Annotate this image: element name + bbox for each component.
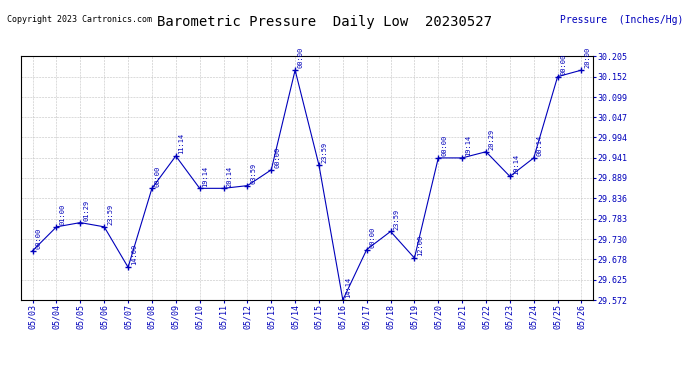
Text: 00:00: 00:00 [35, 228, 41, 249]
Text: 20:00: 20:00 [584, 47, 590, 68]
Text: 20:14: 20:14 [226, 165, 233, 186]
Text: Barometric Pressure  Daily Low  20230527: Barometric Pressure Daily Low 20230527 [157, 15, 492, 29]
Text: 23:59: 23:59 [322, 142, 328, 164]
Text: 11:14: 11:14 [179, 133, 185, 154]
Text: 19:14: 19:14 [513, 153, 519, 175]
Text: 23:59: 23:59 [107, 204, 113, 225]
Text: 01:00: 01:00 [59, 204, 66, 225]
Text: 00:00: 00:00 [274, 147, 280, 168]
Text: 03:59: 03:59 [250, 163, 256, 184]
Text: 12:00: 12:00 [417, 235, 423, 256]
Text: 19:14: 19:14 [202, 165, 208, 186]
Text: 00:00: 00:00 [298, 47, 304, 68]
Text: Pressure  (Inches/Hg): Pressure (Inches/Hg) [560, 15, 683, 25]
Text: 14:00: 14:00 [131, 244, 137, 266]
Text: 23:59: 23:59 [393, 209, 400, 230]
Text: 14:14: 14:14 [346, 277, 352, 298]
Text: 00:00: 00:00 [155, 165, 161, 186]
Text: 19:14: 19:14 [465, 135, 471, 156]
Text: 20:29: 20:29 [489, 129, 495, 150]
Text: 00:00: 00:00 [441, 135, 447, 156]
Text: 00:00: 00:00 [560, 54, 566, 75]
Text: 01:29: 01:29 [83, 200, 89, 221]
Text: 00:14: 00:14 [537, 135, 542, 156]
Text: Copyright 2023 Cartronics.com: Copyright 2023 Cartronics.com [7, 15, 152, 24]
Text: 00:00: 00:00 [369, 226, 375, 248]
